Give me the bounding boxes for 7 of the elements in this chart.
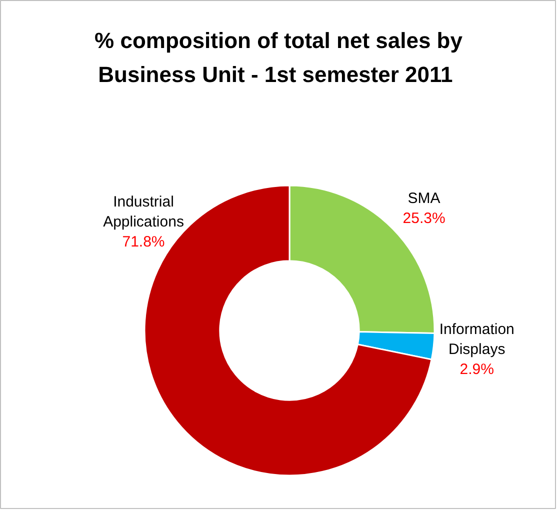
data-label: 25.3%: [402, 210, 446, 228]
slice-label: Information Displays: [439, 321, 514, 358]
slice-label: Industrial Applications: [103, 193, 184, 230]
slice-label: SMA: [408, 190, 440, 208]
data-label: 71.8%: [122, 233, 165, 250]
chart-title: % composition of total net sales by Business Unit - 1st semester 2011: [94, 28, 464, 87]
data-label: 2.9%: [460, 361, 494, 378]
